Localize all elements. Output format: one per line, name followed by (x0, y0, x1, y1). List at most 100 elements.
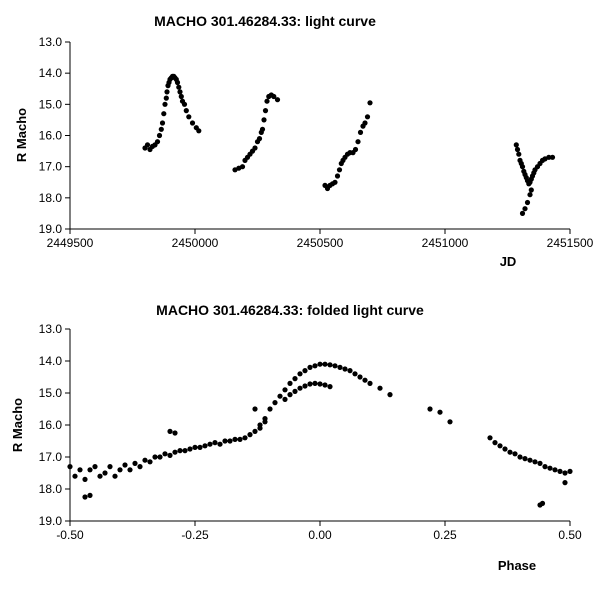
x-tick-label: 0.25 (433, 528, 457, 542)
data-point (237, 436, 243, 442)
data-point (355, 139, 361, 145)
data-point (317, 381, 323, 387)
data-point (274, 97, 281, 103)
data-point (217, 441, 223, 447)
data-point (239, 164, 246, 170)
x-tick-label: 2450500 (297, 236, 344, 250)
data-point (502, 446, 508, 452)
x-tick-label: 2450000 (172, 236, 219, 250)
y-tick-label: 13.0 (39, 35, 63, 49)
data-point (332, 179, 338, 185)
data-point (97, 473, 103, 479)
data-point (192, 444, 198, 450)
data-point (181, 101, 188, 107)
data-point (158, 126, 164, 132)
data-point (186, 114, 192, 120)
data-point (334, 173, 341, 179)
data-point (522, 206, 528, 212)
data-point (127, 467, 133, 473)
data-point (252, 428, 258, 434)
data-point (122, 462, 128, 468)
data-point (367, 380, 373, 386)
data-point (492, 440, 498, 446)
data-point (537, 460, 543, 466)
data-point (567, 468, 573, 474)
x-tick-label: 2451500 (547, 236, 594, 250)
data-point (177, 89, 183, 95)
data-point (262, 108, 269, 114)
y-tick-label: 15.0 (39, 386, 63, 400)
data-point (156, 132, 163, 139)
data-point (327, 362, 333, 368)
data-point (232, 436, 238, 442)
data-point (132, 460, 138, 466)
data-point (82, 494, 88, 500)
data-point (82, 476, 88, 482)
data-point (387, 392, 393, 398)
data-point (277, 393, 283, 399)
data-point (302, 383, 308, 389)
y-tick-label: 15.0 (39, 97, 63, 111)
data-point (212, 440, 218, 446)
data-point (102, 470, 108, 476)
chart-title: MACHO 301.46284.33: folded light curve (156, 302, 424, 318)
data-point (174, 79, 181, 86)
x-tick-label: 0.50 (558, 528, 582, 542)
data-point (262, 419, 268, 425)
data-point (252, 145, 258, 151)
data-point (261, 117, 267, 123)
data-point (524, 199, 531, 206)
data-point (292, 388, 298, 394)
data-point (507, 449, 513, 455)
data-point (513, 142, 519, 148)
data-point (307, 364, 313, 370)
data-point (282, 387, 288, 393)
data-point (562, 480, 568, 486)
data-point (159, 120, 166, 126)
y-tick-label: 16.0 (39, 418, 63, 432)
data-point (552, 467, 558, 473)
data-point (362, 120, 368, 126)
data-point (287, 392, 293, 398)
data-point (546, 154, 552, 160)
data-point (247, 432, 253, 438)
data-point (352, 371, 358, 377)
data-point (312, 363, 318, 369)
data-point (342, 366, 348, 372)
data-point (242, 435, 248, 441)
y-tick-label: 18.0 (39, 191, 63, 205)
data-point (519, 164, 526, 170)
data-point (167, 428, 173, 434)
y-tick-label: 13.0 (39, 322, 63, 336)
y-tick-label: 17.0 (39, 450, 63, 464)
data-point (557, 468, 563, 474)
data-point (282, 396, 288, 402)
data-point (336, 167, 343, 173)
data-point (72, 473, 78, 479)
data-point (297, 385, 303, 391)
data-point (187, 446, 193, 452)
data-point (152, 454, 158, 460)
x-axis-label: Phase (498, 558, 536, 573)
data-point (519, 210, 526, 216)
data-point (337, 364, 343, 370)
data-point (172, 430, 178, 436)
data-point (172, 449, 178, 455)
x-tick-label: -0.25 (181, 528, 209, 542)
data-point (142, 457, 148, 463)
data-point (292, 376, 298, 382)
data-point (528, 187, 534, 193)
data-point (202, 443, 208, 449)
data-point (347, 368, 353, 374)
data-point (287, 380, 293, 386)
data-point (362, 377, 368, 383)
light-curve-chart: MACHO 301.46284.33: light curve R Macho … (14, 13, 594, 269)
data-point (87, 492, 93, 498)
data-point (257, 422, 263, 428)
data-point (157, 454, 163, 460)
y-tick-label: 19.0 (39, 222, 63, 236)
y-axis-label: R Macho (10, 398, 25, 452)
data-point (532, 459, 538, 465)
data-point (522, 456, 528, 462)
data-point (264, 98, 270, 104)
